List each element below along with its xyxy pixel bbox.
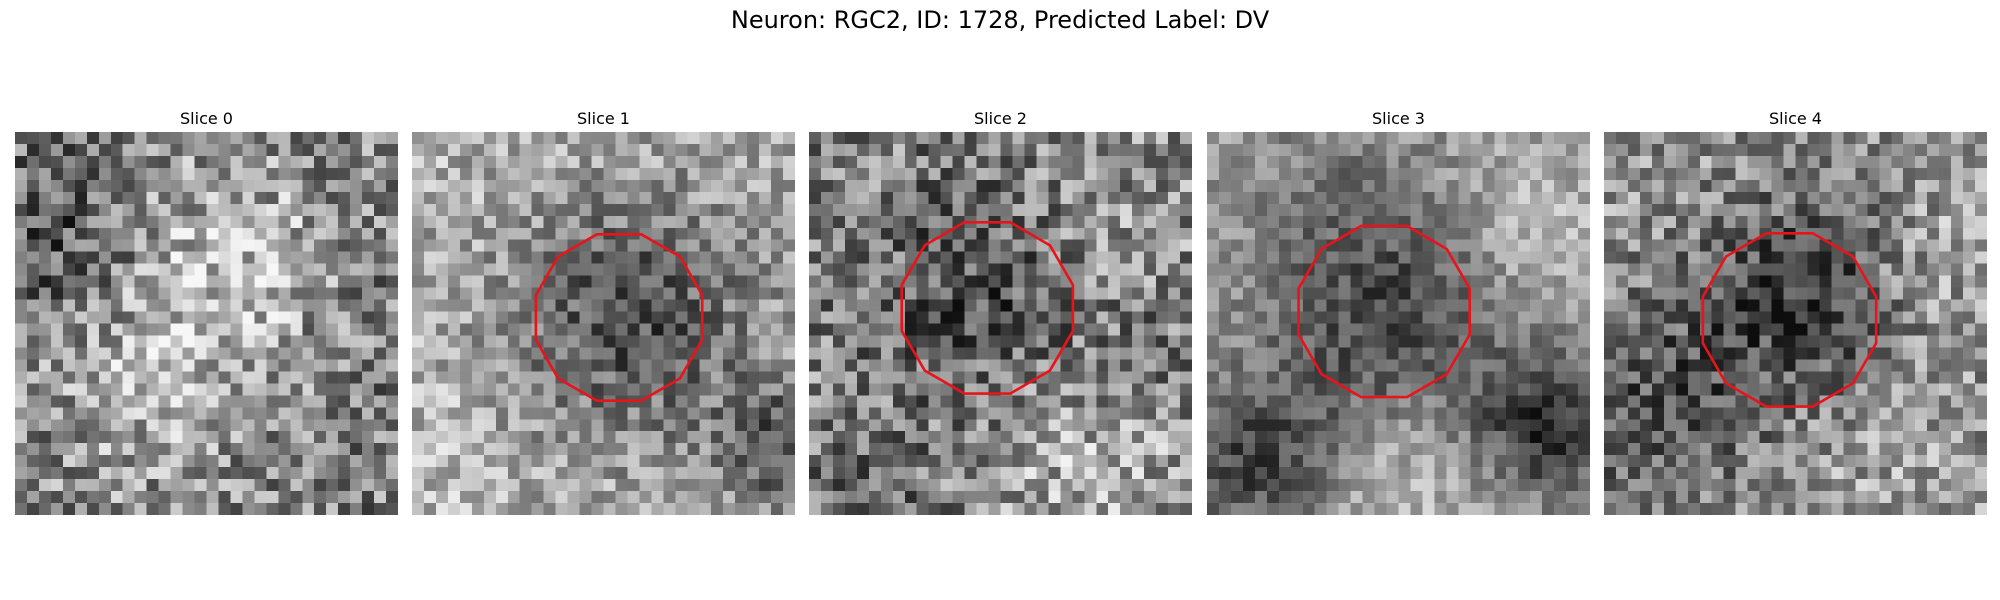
neuron-contour	[1297, 224, 1472, 399]
slice-image	[412, 132, 795, 515]
slice-image	[809, 132, 1192, 515]
slice-image	[1207, 132, 1590, 515]
slice-panel-1: Slice 1	[412, 108, 795, 515]
slice-panel-4: Slice 4	[1604, 108, 1987, 515]
slice-title: Slice 0	[180, 109, 233, 128]
slice-title: Slice 1	[577, 109, 630, 128]
slice-title: Slice 4	[1769, 109, 1822, 128]
slice-title: Slice 2	[974, 109, 1027, 128]
slice-image	[1604, 132, 1987, 515]
neuron-contour	[900, 221, 1075, 395]
slice-image	[15, 132, 398, 515]
neuron-contour	[1701, 231, 1878, 408]
figure-title: Neuron: RGC2, ID: 1728, Predicted Label:…	[730, 6, 1270, 34]
slice-panel-0: Slice 0	[15, 108, 398, 515]
slice-panel-3: Slice 3	[1207, 108, 1590, 515]
slice-panel-2: Slice 2	[809, 108, 1192, 515]
neuron-contour	[534, 233, 704, 403]
slice-title: Slice 3	[1372, 109, 1425, 128]
